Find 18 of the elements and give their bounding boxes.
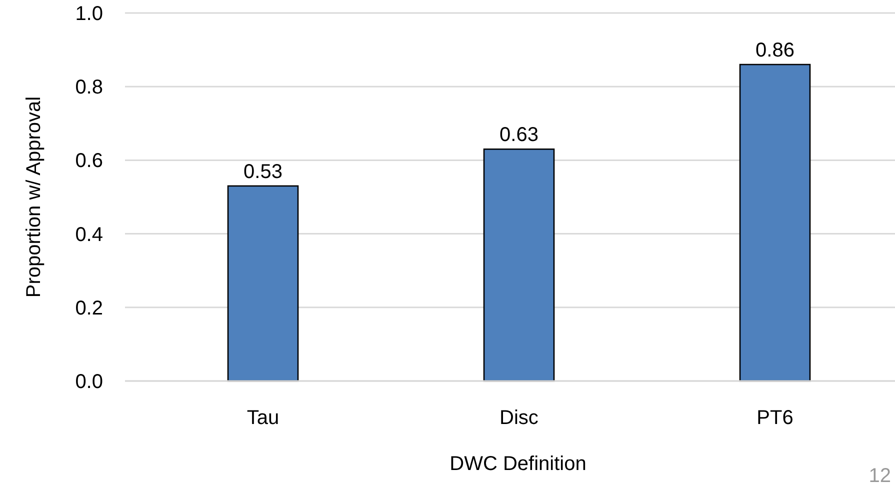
y-tick-label: 0.6 [75, 150, 103, 172]
data-label: 0.53 [244, 160, 282, 183]
y-axis-title: Proportion w/ Approval [23, 96, 45, 298]
y-tick-label: 0.0 [75, 371, 103, 393]
y-tick-label: 1.0 [75, 3, 103, 25]
text: 12 [868, 465, 891, 487]
x-axis-title: DWC Definition [450, 453, 586, 475]
bar [227, 185, 299, 382]
x-tick-label: PT6 [756, 407, 794, 429]
x-tick-label: Tau [246, 407, 280, 429]
y-tick-label: 0.4 [75, 224, 103, 246]
bar [739, 64, 811, 382]
x-tick-label: Disc [500, 407, 538, 429]
y-tick-label: 0.2 [75, 297, 103, 320]
bar [483, 148, 555, 382]
data-label: 0.63 [500, 124, 538, 146]
y-tick-label: 0.8 [75, 76, 103, 99]
data-label: 0.86 [756, 40, 794, 62]
